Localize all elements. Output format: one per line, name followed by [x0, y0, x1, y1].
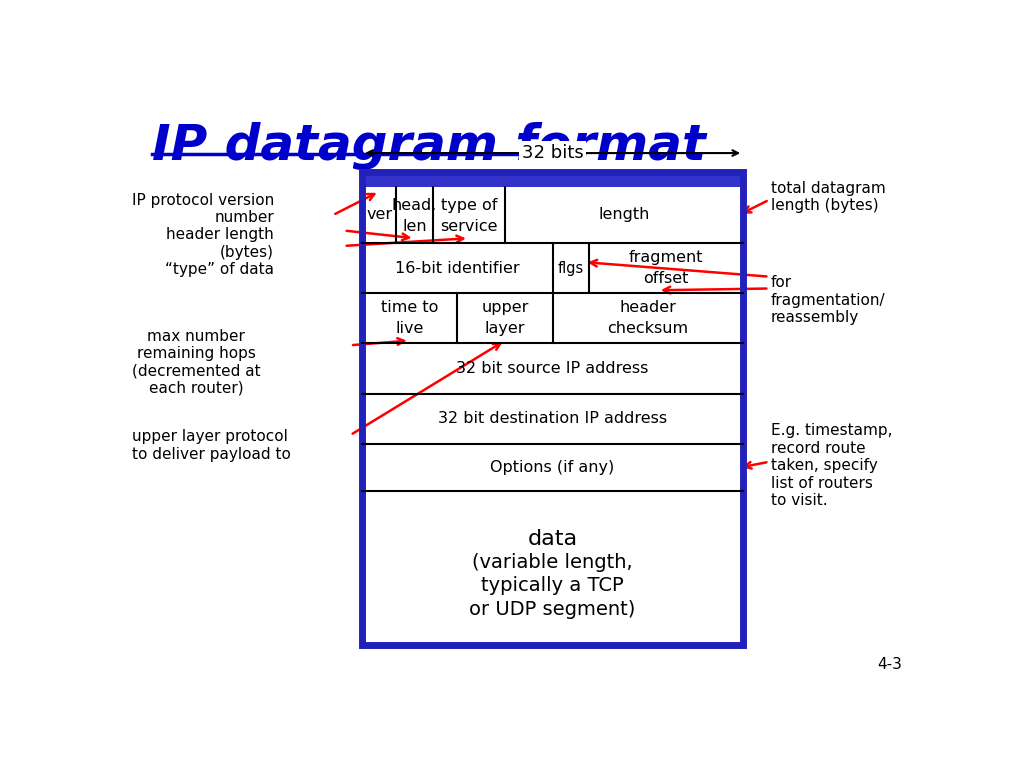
Text: E.g. timestamp,
record route
taken, specify
list of routers
to visit.: E.g. timestamp, record route taken, spec…	[771, 423, 892, 508]
Text: header: header	[620, 300, 676, 315]
Bar	[362, 172, 743, 645]
Text: length: length	[598, 207, 649, 223]
Text: IP datagram format: IP datagram format	[152, 121, 706, 170]
Text: fragment: fragment	[629, 250, 703, 265]
Text: live: live	[395, 322, 424, 336]
Text: layer: layer	[484, 322, 525, 336]
Text: time to: time to	[381, 300, 438, 315]
Text: (variable length,: (variable length,	[472, 553, 633, 572]
Text: Options (if any): Options (if any)	[490, 460, 614, 475]
Text: upper: upper	[481, 300, 528, 315]
Text: typically a TCP: typically a TCP	[481, 577, 624, 595]
Text: 32 bit source IP address: 32 bit source IP address	[457, 361, 649, 376]
Text: len: len	[402, 219, 427, 234]
Text: head.: head.	[392, 198, 437, 214]
Text: flgs: flgs	[557, 260, 584, 276]
Text: 4-3: 4-3	[877, 657, 902, 672]
Text: upper layer protocol
to deliver payload to: upper layer protocol to deliver payload …	[132, 429, 291, 462]
Bar	[362, 172, 743, 187]
Text: 32 bits: 32 bits	[521, 144, 584, 162]
Text: offset: offset	[643, 271, 688, 286]
Text: 32 bit destination IP address: 32 bit destination IP address	[438, 412, 668, 426]
Text: 16-bit identifier: 16-bit identifier	[395, 260, 519, 276]
Text: max number
remaining hops
(decremented at
each router): max number remaining hops (decremented a…	[132, 329, 260, 396]
Text: or UDP segment): or UDP segment)	[469, 600, 636, 619]
Text: data: data	[527, 528, 578, 548]
Text: service: service	[440, 219, 498, 234]
Text: IP protocol version
number
header length
(bytes)
“type” of data: IP protocol version number header length…	[132, 193, 274, 277]
Text: total datagram
length (bytes): total datagram length (bytes)	[771, 181, 886, 214]
Text: ver: ver	[367, 207, 392, 223]
Text: for
fragmentation/
reassembly: for fragmentation/ reassembly	[771, 276, 886, 326]
Text: checksum: checksum	[607, 322, 688, 336]
Text: type of: type of	[440, 198, 497, 214]
